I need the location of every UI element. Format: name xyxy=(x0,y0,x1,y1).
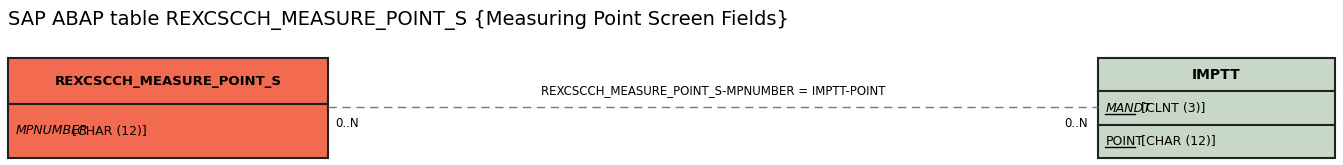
Text: MANDT: MANDT xyxy=(1107,101,1152,115)
Text: 0..N: 0..N xyxy=(1065,117,1088,130)
Bar xyxy=(1099,58,1335,91)
Bar xyxy=(1099,125,1335,158)
Text: IMPTT: IMPTT xyxy=(1193,68,1241,82)
Text: POINT: POINT xyxy=(1107,135,1144,148)
Bar xyxy=(8,104,328,158)
Text: SAP ABAP table REXCSCCH_MEASURE_POINT_S {Measuring Point Screen Fields}: SAP ABAP table REXCSCCH_MEASURE_POINT_S … xyxy=(8,10,788,30)
Bar xyxy=(8,58,328,104)
Text: REXCSCCH_MEASURE_POINT_S: REXCSCCH_MEASURE_POINT_S xyxy=(55,75,282,87)
Text: [CHAR (12)]: [CHAR (12)] xyxy=(68,125,146,137)
Text: [CHAR (12)]: [CHAR (12)] xyxy=(1138,135,1215,148)
Text: REXCSCCH_MEASURE_POINT_S-MPNUMBER = IMPTT-POINT: REXCSCCH_MEASURE_POINT_S-MPNUMBER = IMPT… xyxy=(541,84,885,97)
Bar xyxy=(1099,91,1335,125)
Text: MPNUMBER: MPNUMBER xyxy=(16,125,89,137)
Text: [CLNT (3)]: [CLNT (3)] xyxy=(1138,101,1206,115)
Text: 0..N: 0..N xyxy=(334,117,359,130)
